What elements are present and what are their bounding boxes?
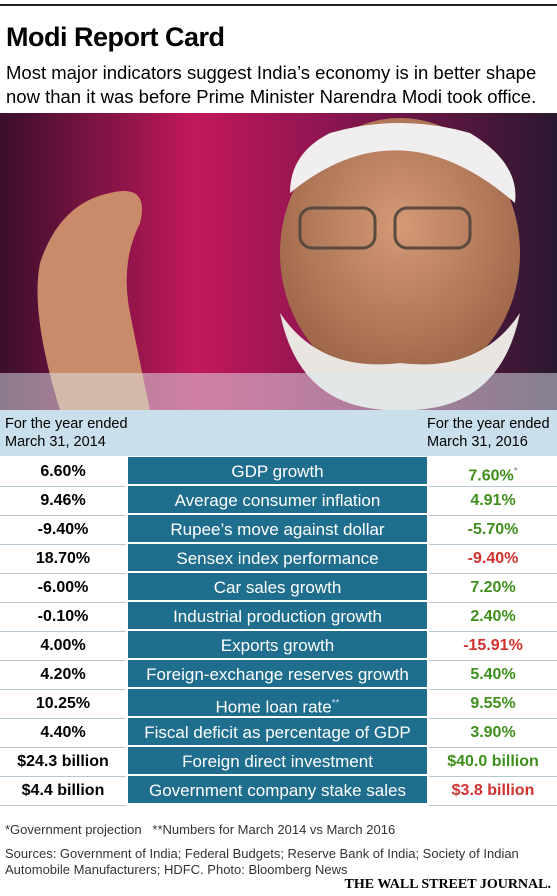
value-2016: 7.60%* — [429, 457, 557, 487]
value-2014: 18.70% — [0, 544, 126, 574]
note: *Government projection — [5, 822, 142, 837]
table-row: 10.25% Home loan rate** 9.55% — [0, 689, 557, 719]
indicator: GDP growth — [128, 457, 427, 486]
indicator-label: GDP growth — [231, 462, 324, 481]
indicator-label: Fiscal deficit as percentage of GDP — [144, 723, 411, 742]
value-2016-text: 5.40% — [470, 666, 516, 683]
indicator: Foreign-exchange reserves growth — [128, 660, 427, 689]
table-row: -0.10% Industrial production growth 2.40% — [0, 602, 557, 632]
indicator-label: Car sales growth — [213, 578, 342, 597]
indicator: Rupee’s move against dollar — [128, 515, 427, 544]
value-2016-text: -5.70% — [467, 521, 519, 538]
value-2016-text: -9.40% — [467, 550, 519, 567]
right-header: For the year ended March 31, 2016 — [427, 415, 550, 451]
table-row: $4.4 billion Government company stake sal… — [0, 776, 557, 806]
value-2016: 3.90% — [429, 718, 557, 748]
header-line: For the year ended — [427, 416, 550, 432]
table-row: 4.00% Exports growth -15.91% — [0, 631, 557, 661]
subtitle: Most major indicators suggest India’s ec… — [6, 62, 537, 83]
table-row: $24.3 billion Foreign direct investment $4… — [0, 747, 557, 777]
value-2014: 10.25% — [0, 689, 126, 719]
header-line: March 31, 2016 — [427, 434, 528, 450]
indicator-label: Home loan rate — [215, 697, 332, 717]
indicator: Exports growth — [128, 631, 427, 660]
value-2016: -5.70% — [429, 515, 557, 545]
note-mark: * — [513, 466, 518, 477]
value-2016-text: 4.91% — [470, 492, 516, 509]
table-row: -6.00% Car sales growth 7.20% — [0, 573, 557, 603]
table-row: -9.40% Rupee’s move against dollar -5.70% — [0, 515, 557, 545]
indicator-label: Average consumer inflation — [174, 491, 381, 510]
table-row: 18.70% Sensex index performance -9.40% — [0, 544, 557, 574]
note-mark: ** — [331, 698, 340, 709]
photo — [0, 113, 557, 410]
value-2014: $24.3 billion — [0, 747, 126, 777]
left-header: For the year ended March 31, 2014 — [5, 415, 128, 451]
indicator: Industrial production growth — [128, 602, 427, 631]
indicator: Government company stake sales — [128, 776, 427, 805]
indicator-label: Sensex index performance — [176, 549, 379, 568]
value-2016-text: 2.40% — [470, 608, 516, 625]
value-2016-text: -15.91% — [463, 637, 523, 654]
subtitle: now than it was before Prime Minister Na… — [6, 86, 537, 107]
indicator-label: Foreign direct investment — [182, 752, 373, 771]
value-2016: $3.8 billion — [429, 776, 557, 806]
value-2014: -6.00% — [0, 573, 126, 603]
value-2016: 4.91% — [429, 486, 557, 516]
notes: *Government projection **Numbers for Mar… — [5, 822, 395, 837]
table-row: 4.20% Foreign-exchange reserves growth 5.4… — [0, 660, 557, 690]
header-line: March 31, 2014 — [5, 434, 106, 450]
indicator-label: Exports growth — [220, 636, 335, 655]
source: Automobile Manufacturers; HDFC. Photo: B… — [5, 862, 348, 877]
value-2014: -9.40% — [0, 515, 126, 545]
indicator-label: Industrial production growth — [173, 607, 382, 626]
value-2016-text: $40.0 billion — [447, 753, 539, 770]
note: **Numbers for March 2014 vs March 2016 — [152, 822, 396, 837]
value-2014: 4.40% — [0, 718, 126, 748]
source: Sources: Government of India; Federal Bu… — [5, 846, 519, 861]
indicator-label: Government company stake sales — [148, 781, 406, 800]
table-row: 9.46% Average consumer inflation 4.91% — [0, 486, 557, 516]
indicator: Car sales growth — [128, 573, 427, 602]
top-rule — [0, 4, 557, 6]
value-2016: 7.20% — [429, 573, 557, 603]
value-2016: 5.40% — [429, 660, 557, 690]
value-2014: $4.4 billion — [0, 776, 126, 806]
value-2014: 6.60% — [0, 457, 126, 487]
table-header — [0, 410, 557, 456]
title: Modi Report Card — [6, 22, 225, 52]
value-2016-text: 7.20% — [470, 579, 516, 596]
value-2016: 2.40% — [429, 602, 557, 632]
value-2014: 4.20% — [0, 660, 126, 690]
value-2016-text: 9.55% — [470, 695, 516, 712]
value-2016: -15.91% — [429, 631, 557, 661]
value-2016: 9.55% — [429, 689, 557, 719]
indicator-label: Rupee’s move against dollar — [170, 520, 385, 539]
indicator: Foreign direct investment — [128, 747, 427, 776]
indicator-label: Foreign-exchange reserves growth — [146, 665, 409, 684]
table-row: 6.60% GDP growth 7.60%* — [0, 457, 557, 487]
header-line: For the year ended — [5, 416, 128, 432]
indicator: Home loan rate** — [128, 689, 427, 718]
value-2016: $40.0 billion — [429, 747, 557, 777]
value-2014: 4.00% — [0, 631, 126, 661]
indicator: Fiscal deficit as percentage of GDP — [128, 718, 427, 747]
value-2016-text: 3.90% — [470, 724, 516, 741]
value-2014: 9.46% — [0, 486, 126, 516]
indicator: Sensex index performance — [128, 544, 427, 573]
table-row: 4.40% Fiscal deficit as percentage of GDP… — [0, 718, 557, 748]
value-2014: -0.10% — [0, 602, 126, 632]
value-2016: -9.40% — [429, 544, 557, 574]
indicator: Average consumer inflation — [128, 486, 427, 515]
value-2016-text: 7.60% — [468, 467, 514, 485]
brand: THE WALL STREET JOURNAL. — [344, 877, 551, 892]
value-2016-text: $3.8 billion — [451, 782, 535, 799]
